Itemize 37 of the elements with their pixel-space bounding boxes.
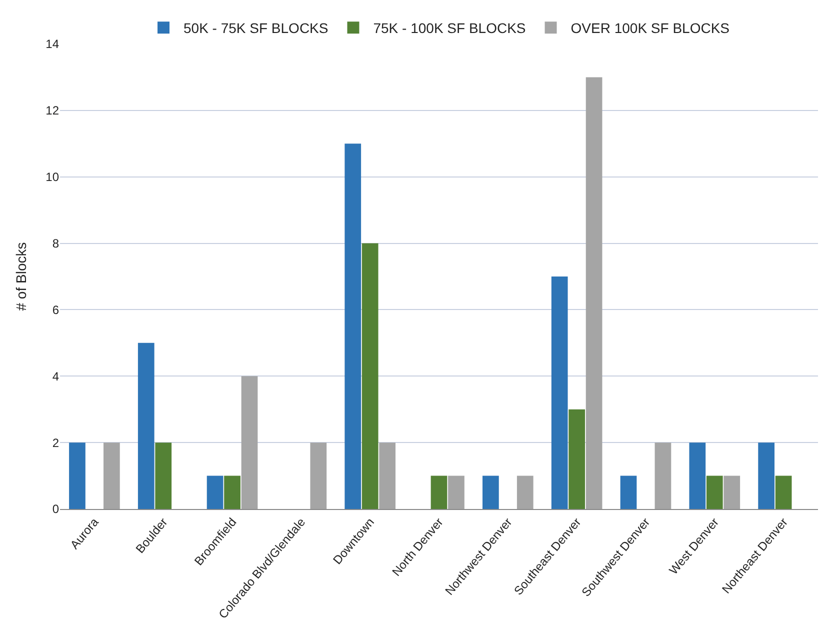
- bar: [241, 376, 258, 509]
- bar: [362, 243, 378, 509]
- y-tick-label: 12: [46, 104, 60, 118]
- bar: [104, 442, 120, 509]
- bar: [586, 77, 602, 509]
- y-tick-label: 8: [52, 236, 60, 250]
- bar: [206, 476, 224, 509]
- bar: [689, 442, 706, 509]
- bar: [516, 476, 534, 509]
- bar: [620, 476, 637, 509]
- bar: [482, 476, 499, 509]
- bar: [69, 442, 86, 509]
- bar: [775, 476, 792, 509]
- bar: [430, 476, 448, 509]
- bar: [224, 476, 240, 509]
- y-tick-label: 10: [46, 170, 60, 184]
- legend-label: 75K - 100K SF BLOCKS: [373, 20, 526, 36]
- bar: [758, 442, 774, 509]
- bar: [448, 476, 464, 509]
- y-tick-label: 6: [52, 302, 60, 317]
- bar: [551, 276, 568, 509]
- bar: [654, 442, 672, 509]
- y-tick-label: 2: [52, 436, 60, 450]
- bar: [155, 442, 172, 509]
- y-tick-label: 4: [52, 369, 60, 384]
- bar: [379, 442, 396, 509]
- bar: [344, 144, 362, 509]
- y-tick-label: 14: [46, 37, 60, 52]
- y-axis-title: # of Blocks: [13, 242, 30, 311]
- bar: [310, 442, 327, 509]
- bar: [706, 476, 723, 509]
- y-tick-label: 0: [52, 502, 60, 516]
- bar: [724, 476, 740, 509]
- legend-label: OVER 100K SF BLOCKS: [570, 20, 730, 36]
- bar: [138, 342, 154, 509]
- bar: [568, 409, 585, 509]
- legend-label: 50K - 75K SF BLOCKS: [184, 20, 328, 36]
